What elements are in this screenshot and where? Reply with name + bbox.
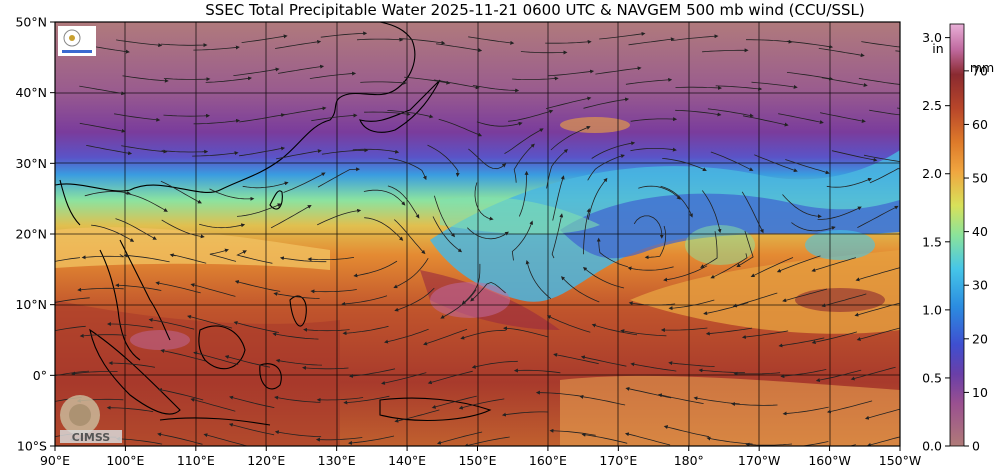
longitude-labels: 90°E 100°E 110°E 120°E 130°E 140°E 150°E 160°E 1…	[40, 453, 921, 468]
latitude-labels: 50°N 40°N 30°N 20°N 10°N 0° 10°S	[15, 15, 47, 454]
lat-label: 0°	[33, 368, 47, 383]
svg-text:CIMSS: CIMSS	[72, 431, 111, 444]
axis-ticks	[50, 21, 901, 451]
lon-label: 170°W	[738, 453, 780, 468]
colorbar-mm-tick: 70	[972, 63, 988, 78]
colorbar-mm-tick: 0	[972, 439, 980, 454]
lon-label: 100°E	[106, 453, 144, 468]
lat-label: 30°N	[15, 156, 47, 171]
colorbar-mm-tick: 10	[972, 385, 988, 400]
colorbar-inch-unit: in	[932, 41, 943, 56]
lon-label: 140°E	[388, 453, 426, 468]
cimss-logo: CIMSS	[60, 395, 122, 444]
lat-label: 20°N	[15, 227, 47, 242]
colorbar-mm-tick: 60	[972, 117, 988, 132]
colorbar-mm-tick: 50	[972, 171, 988, 186]
lon-label: 160°W	[808, 453, 850, 468]
lon-label: 90°E	[40, 453, 70, 468]
lon-label: 180°	[674, 453, 704, 468]
lon-label: 150°W	[879, 453, 921, 468]
lon-label: 150°E	[458, 453, 496, 468]
tpw-field: CIMSS	[55, 22, 900, 446]
colorbar-inch-tick: 2.0	[922, 166, 942, 181]
colorbar-mm-tick: 20	[972, 331, 988, 346]
colorbar-mm-tick: 40	[972, 224, 988, 239]
wind-streamlines	[55, 31, 900, 446]
colorbar-mm-tick: 30	[972, 278, 988, 293]
lat-label: 10°S	[17, 439, 47, 454]
ssec-logo	[58, 26, 96, 56]
map-title: SSEC Total Precipitable Water 2025-11-21…	[205, 1, 865, 19]
colorbar-inch-tick: 0.5	[922, 370, 942, 385]
lon-label: 120°E	[247, 453, 285, 468]
colorbar-inch-tick: 1.0	[922, 302, 942, 317]
colorbar-inch-tick: 3.0	[922, 30, 942, 45]
colorbar-inch-tick: 2.5	[922, 98, 942, 113]
lon-label: 110°E	[177, 453, 215, 468]
colorbar-inch-tick: 1.5	[922, 234, 942, 249]
lat-label: 50°N	[15, 15, 47, 30]
lat-label: 40°N	[15, 85, 47, 100]
lon-label: 170°E	[599, 453, 637, 468]
lat-label: 10°N	[15, 297, 47, 312]
colorbar-scale	[949, 23, 965, 447]
lon-label: 160°E	[529, 453, 567, 468]
colorbar-inch-tick: 0.0	[922, 439, 942, 454]
colorbar-mm-unit: mm	[970, 60, 994, 75]
lon-label: 130°E	[318, 453, 356, 468]
